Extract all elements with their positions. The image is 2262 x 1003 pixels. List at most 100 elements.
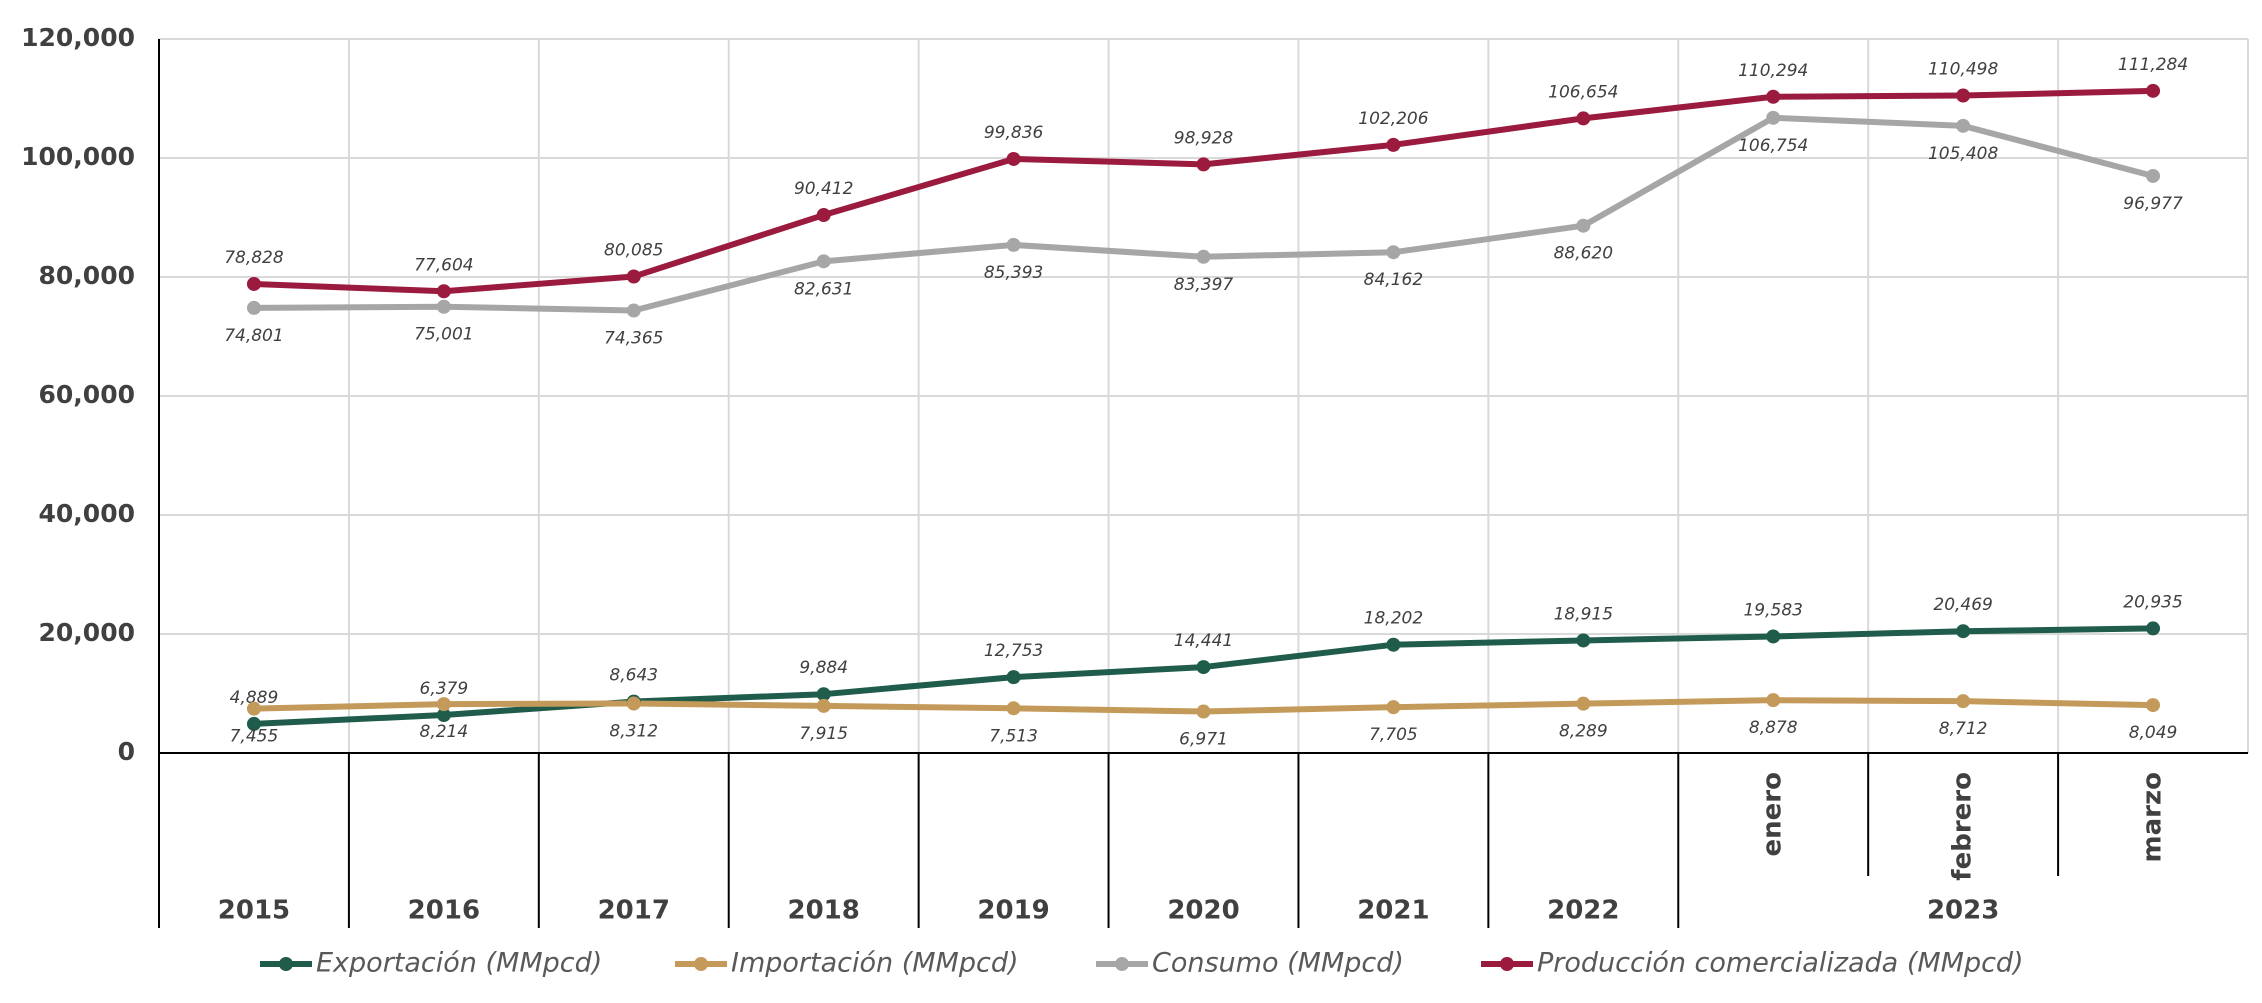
data-label: 106,654 xyxy=(1548,82,1618,102)
data-label: 18,202 xyxy=(1364,609,1423,629)
legend-label: Importación (MMpcd) xyxy=(731,948,1019,979)
data-point xyxy=(1576,218,1591,233)
data-point xyxy=(1956,118,1971,133)
x-group-label: 2023 xyxy=(1927,896,1999,926)
legend-marker xyxy=(694,957,708,971)
data-point xyxy=(246,276,261,291)
data-label: 110,294 xyxy=(1738,61,1808,81)
data-point xyxy=(816,687,831,702)
data-label: 74,801 xyxy=(224,326,283,346)
data-point xyxy=(246,716,261,731)
data-label: 8,878 xyxy=(1749,718,1798,738)
data-point xyxy=(1956,624,1971,639)
data-label: 8,643 xyxy=(609,666,658,686)
x-tick-label: 2016 xyxy=(408,896,480,926)
data-point xyxy=(1006,670,1021,685)
data-label: 7,455 xyxy=(230,727,279,747)
y-tick-label: 100,000 xyxy=(21,142,135,171)
data-label: 7,513 xyxy=(989,726,1038,746)
data-point xyxy=(626,303,641,318)
data-label: 12,753 xyxy=(984,641,1043,661)
data-point xyxy=(436,697,451,712)
data-label: 78,828 xyxy=(224,248,284,268)
legend-label: Exportación (MMpcd) xyxy=(316,948,602,979)
data-label: 8,049 xyxy=(2129,723,2178,743)
data-label: 75,001 xyxy=(414,325,473,345)
data-point xyxy=(2146,621,2161,636)
data-point xyxy=(816,254,831,269)
data-point xyxy=(1766,110,1781,125)
data-point xyxy=(1006,701,1021,716)
data-point xyxy=(1386,137,1401,152)
data-label: 74,365 xyxy=(604,329,663,349)
data-label: 7,915 xyxy=(799,724,848,744)
data-label: 19,583 xyxy=(1743,600,1802,620)
legend-marker xyxy=(279,957,293,971)
data-point xyxy=(246,701,261,716)
legend-marker xyxy=(1500,957,1514,971)
data-label: 85,393 xyxy=(984,263,1043,283)
data-label: 82,631 xyxy=(794,279,853,299)
data-point xyxy=(436,299,451,314)
data-label: 84,162 xyxy=(1364,270,1423,290)
x-tick-label: 2015 xyxy=(218,896,290,926)
data-label: 90,412 xyxy=(794,179,853,199)
data-point xyxy=(1956,694,1971,709)
data-label: 8,312 xyxy=(609,722,658,742)
x-tick-label: 2019 xyxy=(977,896,1049,926)
legend-marker xyxy=(1115,957,1129,971)
data-label: 14,441 xyxy=(1174,631,1233,651)
data-label: 8,214 xyxy=(420,722,469,742)
y-tick-label: 80,000 xyxy=(39,261,135,290)
data-label: 106,754 xyxy=(1738,136,1808,156)
data-label: 20,469 xyxy=(1933,595,1992,615)
data-label: 80,085 xyxy=(604,240,663,260)
data-label: 111,284 xyxy=(2118,55,2188,75)
data-label: 102,206 xyxy=(1358,109,1428,129)
data-point xyxy=(436,284,451,299)
y-tick-label: 40,000 xyxy=(39,499,135,528)
data-point xyxy=(1956,88,1971,103)
x-tick-label: 2022 xyxy=(1547,896,1619,926)
data-point xyxy=(1386,637,1401,652)
data-label: 77,604 xyxy=(414,255,473,275)
data-label: 88,620 xyxy=(1554,244,1613,264)
data-point xyxy=(626,696,641,711)
data-label: 6,379 xyxy=(420,679,469,699)
data-point xyxy=(2146,83,2161,98)
data-label: 9,884 xyxy=(799,658,848,678)
data-point xyxy=(1196,157,1211,172)
data-point xyxy=(1196,249,1211,264)
x-tick-label: marzo xyxy=(2138,772,2168,862)
y-tick-label: 0 xyxy=(118,737,135,766)
data-point xyxy=(1766,89,1781,104)
data-point xyxy=(1386,245,1401,260)
data-point xyxy=(816,698,831,713)
data-point xyxy=(626,269,641,284)
data-point xyxy=(2146,698,2161,713)
data-label: 4,889 xyxy=(230,688,279,708)
data-point xyxy=(1196,660,1211,675)
legend-label: Consumo (MMpcd) xyxy=(1152,948,1404,979)
x-tick-label: 2021 xyxy=(1357,896,1429,926)
y-tick-label: 60,000 xyxy=(39,380,135,409)
data-point xyxy=(2146,168,2161,183)
data-point xyxy=(1576,633,1591,648)
data-label: 105,408 xyxy=(1928,144,1998,164)
x-tick-label: 2017 xyxy=(598,896,670,926)
data-label: 20,935 xyxy=(2123,592,2182,612)
data-label: 98,928 xyxy=(1174,128,1234,148)
legend-label: Producción comercializada (MMpcd) xyxy=(1537,948,2024,979)
x-tick-label: febrero xyxy=(1948,772,1978,881)
x-tick-label: 2018 xyxy=(787,896,859,926)
data-label: 18,915 xyxy=(1554,604,1613,624)
data-label: 7,705 xyxy=(1369,725,1418,745)
data-point xyxy=(816,208,831,223)
data-label: 6,971 xyxy=(1179,730,1228,750)
data-point xyxy=(1576,696,1591,711)
data-point xyxy=(246,300,261,315)
data-label: 8,712 xyxy=(1939,719,1988,739)
data-label: 99,836 xyxy=(984,123,1044,143)
data-label: 110,498 xyxy=(1928,60,1998,80)
